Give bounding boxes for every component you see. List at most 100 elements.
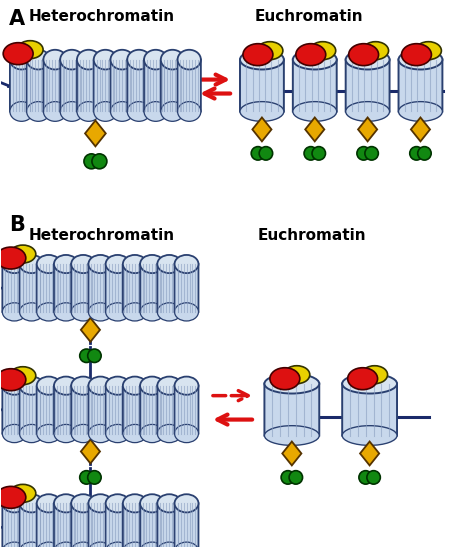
Text: Euchromatin: Euchromatin [255,9,364,24]
Ellipse shape [157,255,181,273]
Circle shape [281,471,294,484]
Ellipse shape [71,255,95,273]
Ellipse shape [342,426,397,446]
Ellipse shape [264,374,319,393]
FancyBboxPatch shape [110,60,134,111]
Polygon shape [411,117,430,141]
FancyBboxPatch shape [89,386,112,433]
Ellipse shape [174,303,199,321]
Ellipse shape [10,484,36,503]
Ellipse shape [106,425,129,443]
Circle shape [88,471,101,484]
Ellipse shape [174,425,199,443]
Ellipse shape [349,44,379,66]
Ellipse shape [94,101,117,121]
Ellipse shape [19,542,44,548]
Ellipse shape [37,255,61,273]
FancyBboxPatch shape [128,60,151,111]
Ellipse shape [0,487,26,509]
FancyBboxPatch shape [37,264,61,312]
Ellipse shape [123,425,147,443]
FancyBboxPatch shape [157,264,181,312]
FancyBboxPatch shape [174,386,199,433]
Circle shape [418,147,431,160]
Ellipse shape [37,494,61,512]
Ellipse shape [416,42,441,60]
Ellipse shape [123,542,147,548]
Ellipse shape [362,366,388,384]
Ellipse shape [106,494,129,512]
Polygon shape [252,117,272,141]
Ellipse shape [401,44,431,66]
Ellipse shape [37,376,61,395]
Circle shape [357,147,370,160]
FancyBboxPatch shape [342,384,397,436]
Ellipse shape [363,42,389,60]
Ellipse shape [347,368,378,390]
Circle shape [80,349,93,362]
FancyBboxPatch shape [106,264,129,312]
Circle shape [365,147,378,160]
Ellipse shape [174,255,199,273]
Polygon shape [85,121,106,146]
FancyBboxPatch shape [2,264,26,312]
FancyBboxPatch shape [174,503,199,548]
Ellipse shape [243,44,273,66]
Ellipse shape [89,303,112,321]
Ellipse shape [140,425,164,443]
Ellipse shape [140,494,164,512]
Ellipse shape [2,494,26,512]
Ellipse shape [89,255,112,273]
Ellipse shape [123,303,147,321]
FancyBboxPatch shape [94,60,117,111]
Ellipse shape [257,42,283,60]
Ellipse shape [19,303,44,321]
Ellipse shape [293,50,337,70]
Circle shape [259,147,273,160]
FancyBboxPatch shape [2,386,26,433]
FancyBboxPatch shape [144,60,167,111]
Ellipse shape [342,374,397,393]
FancyBboxPatch shape [140,386,164,433]
Text: Heterochromatin: Heterochromatin [28,9,175,24]
Text: Heterochromatin: Heterochromatin [28,228,175,243]
Text: B: B [9,215,25,235]
Ellipse shape [399,101,442,121]
FancyBboxPatch shape [140,264,164,312]
Ellipse shape [157,542,181,548]
Ellipse shape [54,303,78,321]
Text: A: A [9,9,25,29]
Ellipse shape [157,494,181,512]
Ellipse shape [77,101,100,121]
Ellipse shape [19,255,44,273]
Ellipse shape [77,50,100,70]
Ellipse shape [399,50,442,70]
Ellipse shape [157,376,181,395]
Ellipse shape [54,376,78,395]
Ellipse shape [71,303,95,321]
Ellipse shape [161,50,184,70]
Ellipse shape [71,425,95,443]
Ellipse shape [264,426,319,446]
Circle shape [80,471,93,484]
FancyBboxPatch shape [37,386,61,433]
FancyBboxPatch shape [178,60,201,111]
FancyBboxPatch shape [140,503,164,548]
Ellipse shape [60,50,83,70]
Ellipse shape [2,255,26,273]
Ellipse shape [140,542,164,548]
FancyBboxPatch shape [19,264,44,312]
Ellipse shape [71,376,95,395]
Ellipse shape [17,41,43,59]
Ellipse shape [110,101,134,121]
Circle shape [410,147,423,160]
FancyBboxPatch shape [123,503,147,548]
Ellipse shape [174,494,199,512]
Polygon shape [81,439,100,464]
Ellipse shape [140,303,164,321]
Polygon shape [360,442,379,465]
Polygon shape [305,117,324,141]
Ellipse shape [94,50,117,70]
Ellipse shape [19,425,44,443]
Ellipse shape [89,425,112,443]
